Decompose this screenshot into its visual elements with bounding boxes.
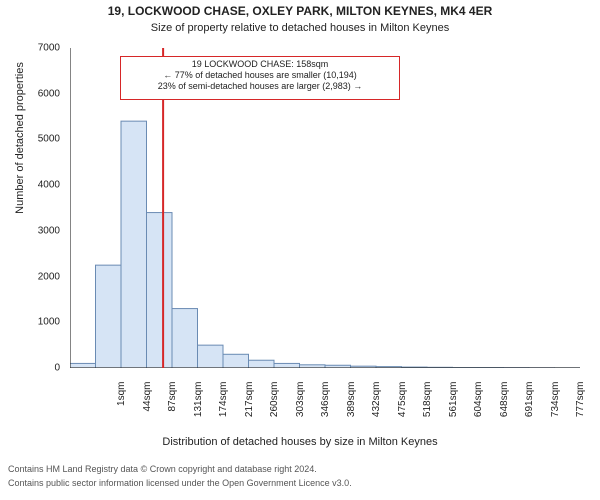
xtick-label: 734sqm bbox=[550, 382, 561, 442]
xtick-label: 260sqm bbox=[269, 382, 280, 442]
histogram-bar bbox=[96, 265, 122, 368]
xtick-label: 303sqm bbox=[295, 382, 306, 442]
histogram-bar bbox=[70, 363, 96, 368]
ytick-label: 1000 bbox=[0, 317, 60, 328]
annotation-box: 19 LOCKWOOD CHASE: 158sqm← 77% of detach… bbox=[120, 56, 400, 100]
histogram-bar bbox=[147, 213, 173, 368]
histogram-bar bbox=[249, 360, 275, 368]
annotation-line-1: 19 LOCKWOOD CHASE: 158sqm bbox=[125, 59, 395, 70]
x-axis-label: Distribution of detached houses by size … bbox=[0, 436, 600, 448]
footer-line-1: Contains HM Land Registry data © Crown c… bbox=[8, 464, 592, 474]
xtick-label: 561sqm bbox=[448, 382, 459, 442]
y-axis-label: Number of detached properties bbox=[14, 0, 26, 298]
xtick-label: 1sqm bbox=[116, 382, 127, 442]
xtick-label: 217sqm bbox=[244, 382, 255, 442]
xtick-label: 389sqm bbox=[346, 382, 357, 442]
annotation-line-3: 23% of semi-detached houses are larger (… bbox=[125, 81, 395, 92]
chart-title: 19, LOCKWOOD CHASE, OXLEY PARK, MILTON K… bbox=[0, 4, 600, 18]
ytick-label: 7000 bbox=[0, 43, 60, 54]
histogram-bar bbox=[121, 121, 147, 368]
ytick-label: 3000 bbox=[0, 225, 60, 236]
histogram-bar bbox=[274, 363, 300, 368]
ytick-label: 6000 bbox=[0, 88, 60, 99]
xtick-label: 691sqm bbox=[524, 382, 535, 442]
footer-line-2: Contains public sector information licen… bbox=[8, 478, 592, 488]
annotation-line-2: ← 77% of detached houses are smaller (10… bbox=[125, 70, 395, 81]
ytick-label: 5000 bbox=[0, 134, 60, 145]
histogram-bar bbox=[172, 309, 198, 368]
xtick-label: 648sqm bbox=[499, 382, 510, 442]
ytick-label: 2000 bbox=[0, 271, 60, 282]
xtick-label: 518sqm bbox=[422, 382, 433, 442]
xtick-label: 777sqm bbox=[575, 382, 586, 442]
xtick-label: 131sqm bbox=[193, 382, 204, 442]
xtick-label: 475sqm bbox=[397, 382, 408, 442]
histogram-bar bbox=[223, 354, 249, 368]
xtick-label: 432sqm bbox=[371, 382, 382, 442]
xtick-label: 346sqm bbox=[320, 382, 331, 442]
xtick-label: 174sqm bbox=[218, 382, 229, 442]
xtick-label: 44sqm bbox=[142, 382, 153, 442]
histogram-bar bbox=[198, 345, 224, 368]
chart-subtitle: Size of property relative to detached ho… bbox=[0, 22, 600, 34]
xtick-label: 87sqm bbox=[167, 382, 178, 442]
xtick-label: 604sqm bbox=[473, 382, 484, 442]
ytick-label: 0 bbox=[0, 363, 60, 374]
ytick-label: 4000 bbox=[0, 180, 60, 191]
